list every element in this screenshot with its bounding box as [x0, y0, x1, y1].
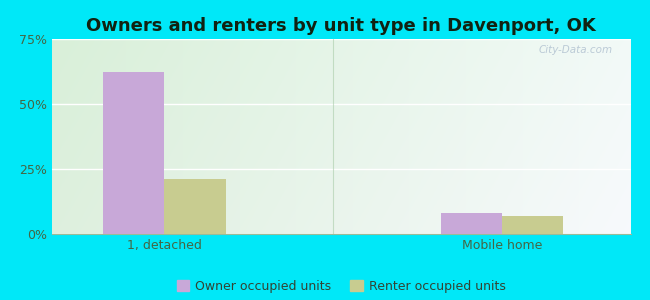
- Text: City-Data.com: City-Data.com: [539, 45, 613, 55]
- Legend: Owner occupied units, Renter occupied units: Owner occupied units, Renter occupied un…: [172, 275, 511, 298]
- Bar: [103, 71, 164, 234]
- Bar: [164, 179, 226, 234]
- Bar: [441, 213, 502, 234]
- Bar: [502, 216, 563, 234]
- Title: Owners and renters by unit type in Davenport, OK: Owners and renters by unit type in Daven…: [86, 17, 596, 35]
